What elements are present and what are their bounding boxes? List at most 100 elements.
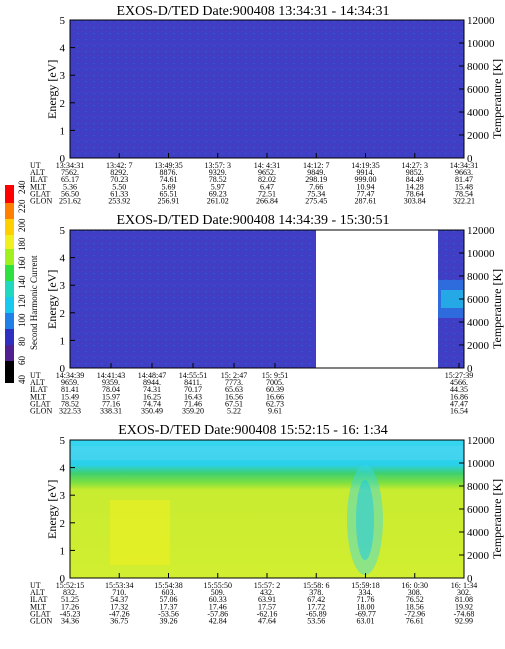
panel-1-row-label: GLAT (30, 189, 51, 198)
panel-3-row-label: GLAT (30, 609, 51, 618)
panel-3-cell: -53.56 (158, 609, 179, 618)
panel-1-y2tick-label: 4000 (467, 107, 490, 119)
panel-3-ytick-label: 1 (60, 545, 66, 557)
panel-3-ylabel: Energy [eV] (45, 480, 59, 539)
panel-1-cell: 56.50 (61, 189, 79, 198)
colorbar-tick-label: 80 (17, 337, 27, 347)
panel-1-cell: 5.36 (63, 182, 77, 191)
panel-3-ytick-label: 0 (60, 573, 66, 585)
panel-2-cell: 338.31 (100, 407, 122, 416)
panel-1-cell: 7.66 (309, 182, 323, 191)
panel-1-cell: 65.17 (61, 175, 79, 184)
panel-3-cell: 15:58: 6 (303, 581, 329, 590)
panel-1-cell: 13:49:35 (154, 161, 182, 170)
panel-3-row-label: ILAT (30, 595, 47, 604)
panel-3-cell: 17.72 (307, 602, 325, 611)
panel-2-cell: 70.17 (184, 385, 202, 394)
panel-2-cell: 71.46 (184, 399, 202, 408)
panel-1-y2tick-label: 10000 (467, 38, 495, 50)
panel-2-cell: 16.25 (143, 392, 161, 401)
panel-3-cell: 36.75 (110, 617, 128, 626)
panel-2-cell: 9.61 (268, 407, 282, 416)
panel-2-cell: 15.49 (61, 392, 79, 401)
panel-2-cell: 74.74 (143, 399, 161, 408)
panel-3-cell: 603. (162, 588, 176, 597)
panel-3-cell: 63.91 (258, 595, 276, 604)
panel-1-cell: 7562. (61, 168, 79, 177)
panel-1-cell: 9914. (357, 168, 375, 177)
panel-2-y2tick-label: 6000 (467, 294, 490, 306)
panel-2-cell: 15.97 (102, 392, 120, 401)
panel-2-y2tick-label: 10000 (467, 248, 495, 260)
panel-3-cell: 34.36 (61, 617, 79, 626)
panel-3-y2tick-label: 10000 (467, 458, 495, 470)
panel-3-cell: 17.26 (61, 602, 79, 611)
panel-2-cell: 15:27:39 (445, 371, 473, 380)
panel-1-y2label: Temperature [K] (490, 59, 504, 139)
panel-1-cell: 5.50 (112, 182, 126, 191)
panel-1-cell: 13:57: 3 (205, 161, 231, 170)
panel-3-cell: 57.06 (160, 595, 178, 604)
panel-1-cell: 14:34:31 (450, 161, 478, 170)
colorbar-tick-label: 160 (17, 256, 27, 270)
colorbar-tick-label: 40 (17, 375, 27, 385)
panel-1-ytick-label: 4 (60, 43, 66, 55)
panel-1-cell: 253.92 (108, 197, 130, 206)
panel-2-ytick-label: 5 (60, 225, 66, 237)
panel-1-cell: 287.61 (355, 197, 377, 206)
panel-3-cell: 18.00 (357, 602, 375, 611)
panel-1-cell: 9652. (258, 168, 276, 177)
panel-1-cell: 10.94 (357, 182, 375, 191)
panel-2-cell: 16.43 (184, 392, 202, 401)
panel-1-y2tick-label: 6000 (467, 84, 490, 96)
panel-2-y2tick-label: 2000 (467, 340, 490, 352)
panel-1-cell: 74.61 (160, 175, 178, 184)
panel-3-row-label: GLON (30, 617, 52, 626)
panel-2-cell: 15: 2:47 (221, 371, 247, 380)
panel-2-cell: 16.56 (225, 392, 243, 401)
panel-1-ytick-label: 5 (60, 15, 66, 27)
colorbar: Second Harmonic Current 40 60 80 100 120 140 1… (5, 180, 39, 384)
panel-2-row-label: ALT (30, 378, 45, 387)
panel-3-cell: 17.37 (160, 602, 178, 611)
panel-3-ytick-label: 2 (60, 518, 66, 530)
panel-1-cell: 8876. (160, 168, 178, 177)
panel-3-cell: 18.56 (406, 602, 424, 611)
panel-3-title: EXOS-D/TED Date:900408 15:52:15 - 16: 1:… (118, 423, 387, 438)
colorbar-tick-label: 180 (17, 237, 27, 251)
panel-3-row-label: ALT (30, 588, 45, 597)
panel-3-cell: 53.56 (307, 617, 325, 626)
panel-1-ylabel: Energy [eV] (45, 60, 59, 119)
panel-2-cell: 14:55:51 (179, 371, 207, 380)
panel-3-row-label: MLT (30, 602, 46, 611)
panel-1-cell: 82.02 (258, 175, 276, 184)
panel-1-ytick-label: 0 (60, 153, 66, 165)
panel-1-row-label: UT (30, 161, 41, 170)
panel-3-y2label: Temperature [K] (490, 479, 504, 559)
panel-2-cell: 78.52 (61, 399, 79, 408)
panel-1-cell: 81.47 (455, 175, 473, 184)
panel-3-cell: 63.01 (357, 617, 375, 626)
panel-1-row-label: ALT (30, 168, 45, 177)
panel-1-cell: 5.69 (162, 182, 176, 191)
panel-3-y2tick-label: 6000 (467, 504, 490, 516)
panel-1-cell: 266.84 (256, 197, 278, 206)
panel-1-cell: 999.00 (355, 175, 377, 184)
panel-3-cell: 71.76 (357, 595, 375, 604)
panel-1-y2tick-label: 8000 (467, 61, 490, 73)
panel-1-cell: 14.28 (406, 182, 424, 191)
panel-2-heatmap-left (70, 230, 316, 368)
panel-3-cell: 81.08 (455, 595, 473, 604)
panel-1-cell: 75.34 (307, 189, 325, 198)
panel-2-ytick-label: 3 (60, 280, 66, 292)
panel-3-cell: 15:54:38 (154, 581, 182, 590)
panel-1-cell: 78.54 (455, 189, 473, 198)
panel-3-upper-band (70, 446, 464, 460)
panel-2-cell: 67.51 (225, 399, 243, 408)
panel-1-cell: 13:34:31 (56, 161, 84, 170)
panel-3-cell: 710. (112, 588, 126, 597)
panel-2-cell: 7005. (266, 378, 284, 387)
colorbar-tick-label: 200 (17, 218, 27, 232)
panel-3-cell: 17.32 (110, 602, 128, 611)
